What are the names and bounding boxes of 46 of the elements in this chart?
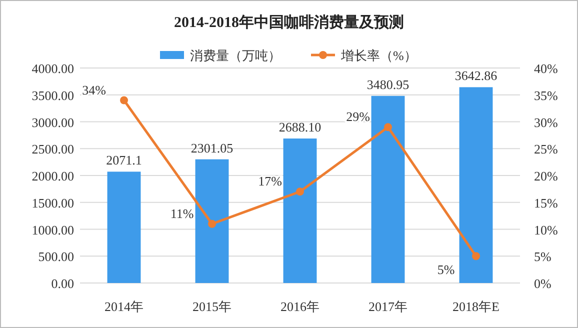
data-label: 34%: [82, 82, 106, 98]
y2-tick-label: 20%: [534, 168, 558, 184]
y-tick-label: 4000.00: [32, 61, 74, 76]
y2-tick-label: 35%: [534, 88, 558, 103]
data-label: 5%: [437, 262, 455, 278]
data-label: 3480.95: [366, 76, 410, 92]
y2-tick-label: 0%: [534, 276, 552, 291]
y2-tick-label: 10%: [534, 222, 558, 238]
y-tick-label: 2500.00: [32, 142, 74, 157]
y2-tick-label: 30%: [534, 114, 558, 130]
y2-tick-label: 40%: [534, 61, 558, 76]
point: [472, 252, 480, 260]
x-tick-label: 2016年: [280, 299, 320, 314]
y-tick-label: 3000.00: [32, 114, 74, 130]
legend-label: 消费量（万吨）: [190, 48, 281, 63]
y2-tick-label: 5%: [534, 249, 552, 264]
y-tick-label: 2000.00: [32, 168, 74, 184]
x-tick-label: 2017年: [368, 299, 408, 314]
x-tick-label: 2015年: [192, 299, 232, 314]
x-tick-label: 2018年E: [452, 299, 500, 314]
y2-tick-label: 15%: [534, 195, 558, 210]
y-tick-label: 1000.00: [32, 222, 74, 238]
data-label: 11%: [170, 206, 194, 221]
chart-title: 2014-2018年中国咖啡消费量及预测: [174, 14, 404, 31]
y-tick-label: 0.00: [51, 276, 74, 291]
legend-label: 增长率（%）: [340, 48, 417, 63]
bar: [371, 96, 405, 283]
y-tick-label: 500.00: [38, 249, 74, 264]
point: [208, 220, 216, 228]
point: [384, 123, 392, 132]
point: [296, 188, 304, 196]
data-label: 2071.1: [106, 152, 142, 168]
y-tick-label: 1500.00: [32, 195, 74, 210]
x-tick-label: 2014年: [104, 299, 144, 314]
data-label: 3642.86: [454, 68, 498, 84]
data-label: 29%: [346, 109, 370, 124]
data-label: 2688.10: [278, 120, 322, 135]
bar: [195, 159, 229, 283]
data-label: 2301.05: [190, 140, 234, 156]
data-label: 17%: [258, 174, 282, 189]
bar: [283, 138, 317, 283]
y2-tick-label: 25%: [534, 142, 558, 157]
bar: [459, 87, 493, 283]
point: [120, 96, 128, 104]
y-tick-label: 3500.00: [32, 88, 74, 103]
bar: [107, 172, 141, 283]
